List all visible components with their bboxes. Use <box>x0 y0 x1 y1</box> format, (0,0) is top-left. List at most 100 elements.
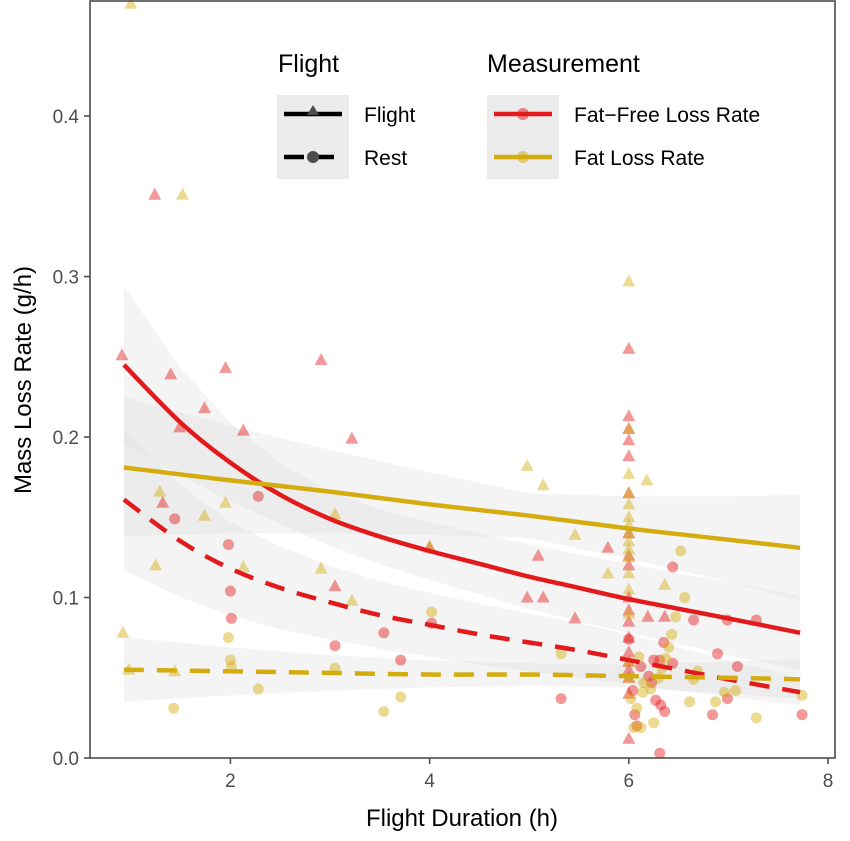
data-point-circle <box>648 654 660 666</box>
data-point-circle <box>168 702 180 714</box>
data-point-circle <box>654 654 666 666</box>
legend-measurement: Measurement Fat−Free Loss Rate Fat Loss … <box>487 50 760 179</box>
data-point-circle <box>655 699 667 711</box>
data-point-circle <box>731 661 743 672</box>
y-tick-label: 0.4 <box>53 107 80 128</box>
data-point-triangle <box>640 473 654 486</box>
legend-label-rest: Rest <box>364 147 407 170</box>
legend-flight-title: Flight <box>278 50 339 78</box>
data-point-triangle <box>198 401 211 414</box>
legend-entry-fat-free: Fat−Free Loss Rate <box>494 104 760 127</box>
data-point-circle <box>222 632 234 644</box>
confidence-ribbons <box>123 286 801 705</box>
data-point-triangle <box>314 353 328 365</box>
data-point-circle <box>252 490 264 502</box>
data-point-circle <box>670 611 682 623</box>
data-point-circle <box>658 637 670 648</box>
data-point-triangle <box>531 548 545 561</box>
data-point-triangle <box>153 484 167 497</box>
fit-lines <box>122 363 801 695</box>
data-point-circle <box>666 628 678 640</box>
triangle-icon <box>307 105 319 115</box>
data-point-triangle <box>622 449 636 462</box>
data-point-triangle <box>622 731 636 744</box>
data-point-circle <box>679 592 691 603</box>
data-point-circle <box>555 693 567 705</box>
data-point-triangle <box>622 486 636 499</box>
legend-label-fat-free: Fat−Free Loss Rate <box>574 104 760 127</box>
data-point-triangle <box>536 478 550 491</box>
data-point-circle <box>395 691 407 703</box>
data-point-triangle <box>520 590 534 603</box>
y-tick-label: 0.1 <box>53 589 79 610</box>
x-tick-label: 6 <box>624 771 635 792</box>
data-point-triangle <box>622 606 636 619</box>
data-point-circle <box>645 683 657 695</box>
data-point-triangle <box>601 540 615 553</box>
data-points <box>115 0 808 759</box>
data-point-circle <box>252 683 264 695</box>
legend-entry-rest: Rest <box>284 147 407 170</box>
data-point-triangle <box>124 0 138 9</box>
y-tick-label: 0.2 <box>53 428 79 449</box>
data-point-circle <box>395 654 407 666</box>
data-point-triangle <box>622 422 636 434</box>
data-point-triangle <box>164 367 178 380</box>
data-point-triangle <box>622 486 636 499</box>
data-point-triangle <box>641 609 655 622</box>
legend-label-flight: Flight <box>364 104 416 127</box>
data-point-circle <box>225 612 237 624</box>
data-point-triangle <box>622 550 636 563</box>
data-point-triangle <box>568 527 582 540</box>
fit-line-0 <box>122 363 801 636</box>
data-point-circle <box>675 545 687 557</box>
data-point-triangle <box>236 560 250 572</box>
y-axis: 0.0 0.1 0.2 0.3 0.4 <box>53 107 90 770</box>
data-point-triangle <box>622 422 636 434</box>
data-point-triangle <box>622 274 636 287</box>
y-tick-label: 0.3 <box>53 268 79 289</box>
data-point-triangle <box>219 495 232 508</box>
data-point-circle <box>648 717 660 729</box>
data-point-triangle <box>236 423 250 436</box>
legend-entry-fat: Fat Loss Rate <box>494 147 705 170</box>
data-point-triangle <box>622 542 636 555</box>
data-point-circle <box>659 706 671 717</box>
data-point-triangle <box>568 611 582 624</box>
data-point-triangle <box>622 526 636 539</box>
confidence-ribbon-1 <box>123 396 801 601</box>
data-point-circle <box>623 633 635 645</box>
data-point-triangle <box>658 577 672 590</box>
legend-label-fat: Fat Loss Rate <box>574 147 705 170</box>
data-point-triangle <box>622 466 636 479</box>
data-point-circle <box>643 670 655 682</box>
data-point-circle <box>555 648 567 660</box>
data-point-circle <box>224 654 236 666</box>
data-point-triangle <box>115 348 129 361</box>
data-point-circle <box>750 712 762 724</box>
data-point-circle <box>663 641 675 653</box>
data-point-triangle <box>219 361 232 373</box>
data-point-triangle <box>149 558 163 571</box>
confidence-ribbon-2 <box>123 429 801 705</box>
x-axis: 2 4 6 8 <box>225 758 833 792</box>
data-point-circle <box>635 722 647 733</box>
data-point-circle <box>629 709 641 721</box>
data-point-triangle <box>536 590 550 603</box>
data-point-triangle <box>622 614 636 627</box>
data-point-circle <box>329 640 341 652</box>
data-point-circle <box>631 720 643 732</box>
data-point-circle <box>650 694 662 706</box>
data-point-circle <box>721 693 733 705</box>
data-point-circle <box>710 696 721 708</box>
data-point-triangle <box>622 510 636 523</box>
data-point-circle <box>627 685 639 697</box>
data-point-circle <box>628 722 640 733</box>
data-point-triangle <box>622 662 636 675</box>
data-point-triangle <box>176 187 190 200</box>
data-point-circle <box>796 709 808 721</box>
data-point-triangle <box>173 420 187 433</box>
plot-panel-border <box>89 0 836 759</box>
data-point-triangle <box>622 566 636 579</box>
